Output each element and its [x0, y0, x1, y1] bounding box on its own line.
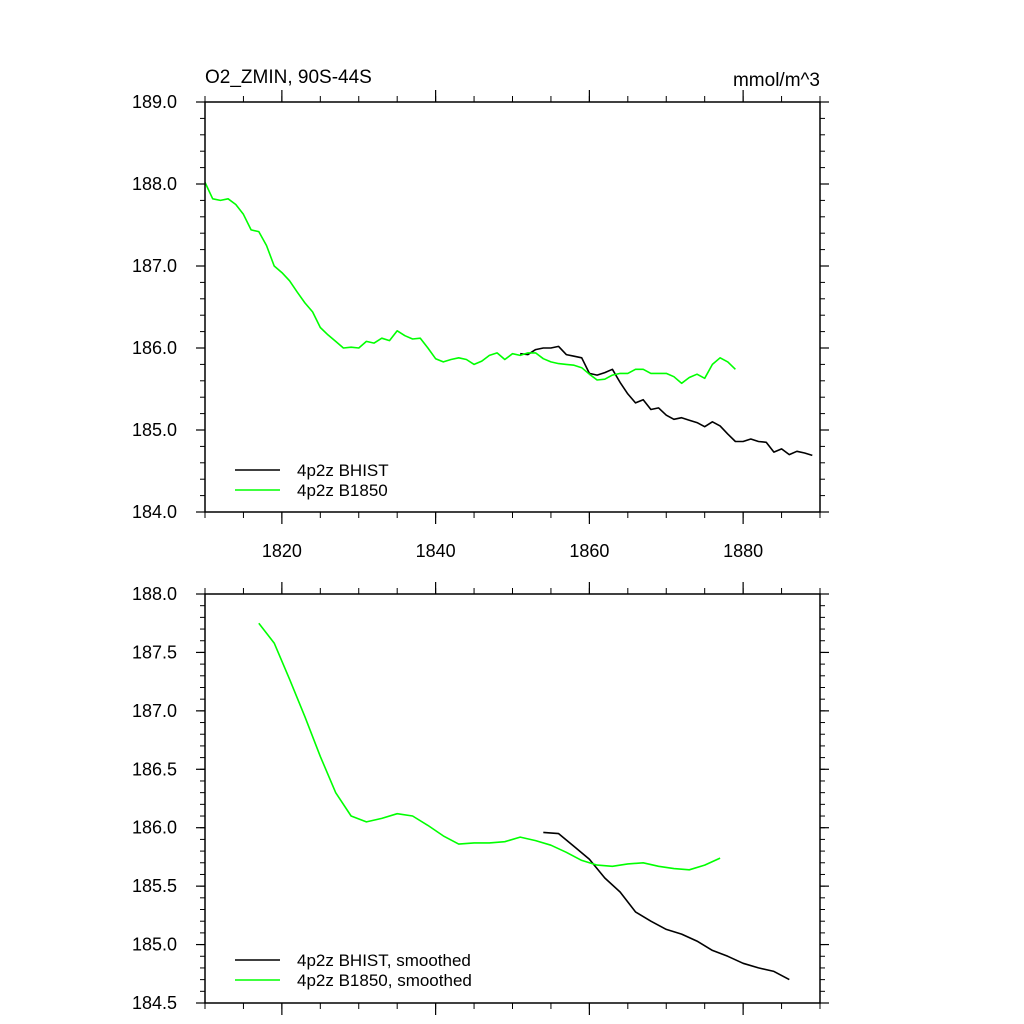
x-tick-label: 1820	[262, 541, 302, 561]
y-tick-label: 187.0	[132, 701, 177, 721]
y-tick-label: 186.5	[132, 759, 177, 779]
plot-frame	[204, 593, 821, 1004]
legend-label: 4p2z BHIST	[297, 461, 389, 480]
series-line-4p2z-bhist	[520, 345, 813, 457]
y-tick-label: 185.5	[132, 876, 177, 896]
x-tick-label: 1860	[569, 541, 609, 561]
chart-units: mmol/m^3	[733, 70, 820, 91]
y-tick-label: 184.0	[132, 502, 177, 522]
series-line-4p2z-b1850	[204, 182, 736, 385]
x-tick-label: 1840	[416, 541, 456, 561]
chart-title: O2_ZMIN, 90S-44S	[205, 67, 372, 88]
series-line-4p2z-bhist-smoothed	[543, 831, 790, 981]
bottom-panel: 184.5 185.0 185.5 186.0 186.5 187.0 187.5 188.0…	[132, 582, 829, 1015]
y-tick-label: 184.5	[132, 993, 177, 1013]
y-tick-label: 188.0	[132, 174, 177, 194]
top-panel: O2_ZMIN, 90S-44S mmol/m^3 184.0 185.0 186.…	[132, 67, 829, 561]
plot-frame	[204, 101, 821, 513]
y-tick-label: 187.5	[132, 642, 177, 662]
y-tick-label: 186.0	[132, 338, 177, 358]
legend-label: 4p2z B1850, smoothed	[297, 971, 472, 990]
legend-label: 4p2z BHIST, smoothed	[297, 951, 471, 970]
y-tick-label: 186.0	[132, 818, 177, 838]
y-tick-label: 185.0	[132, 935, 177, 955]
series-line-4p2z-b1850-smoothed	[258, 622, 721, 871]
legend-label: 4p2z B1850	[297, 481, 388, 500]
y-tick-label: 185.0	[132, 420, 177, 440]
x-tick-label: 1880	[723, 541, 763, 561]
y-tick-label: 188.0	[132, 584, 177, 604]
y-tick-label: 187.0	[132, 256, 177, 276]
y-tick-label: 189.0	[132, 92, 177, 112]
